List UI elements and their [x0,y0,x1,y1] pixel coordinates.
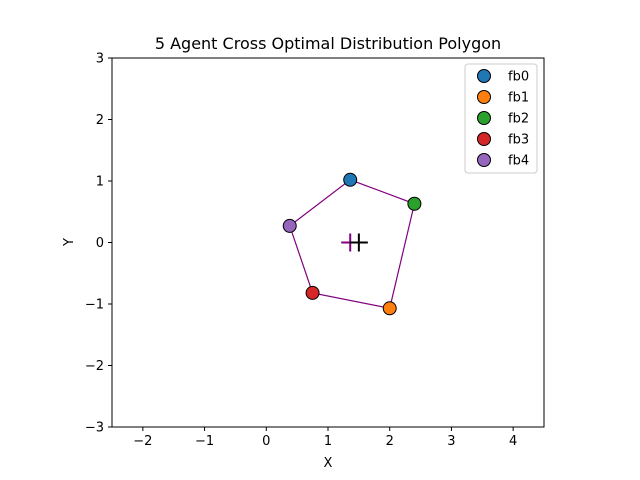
legend-marker-fb1 [477,90,491,104]
agent-point-fb1 [382,301,397,316]
x-tick-label: 4 [509,434,517,449]
x-tick-label: 1 [324,434,332,449]
agent-point-fb0 [343,172,358,187]
chart-title: 5 Agent Cross Optimal Distribution Polyg… [155,34,501,53]
distribution-polygon [289,179,416,310]
y-tick-label: −1 [85,298,104,313]
y-tick-label: 3 [96,52,104,67]
legend-marker-fb2 [477,111,491,125]
legend: fb0 fb1 fb2 fb3 fb4 [464,63,538,174]
x-axis-label: X [324,456,333,471]
plot-area [282,172,422,316]
y-axis-ticks: −3 −2 −1 0 1 2 3 [85,52,112,436]
legend-label-fb3: fb3 [508,133,529,148]
legend-label-fb1: fb1 [508,91,529,106]
agent-point-fb3 [305,285,320,300]
y-tick-label: 0 [96,236,104,251]
x-axis-ticks: −2 −1 0 1 2 3 4 [133,427,517,449]
x-tick-label: 2 [386,434,394,449]
y-tick-label: −2 [85,359,104,374]
x-tick-label: 0 [262,434,270,449]
legend-marker-fb3 [477,132,491,146]
y-axis-label: Y [62,238,77,247]
x-tick-label: −2 [133,434,152,449]
legend-label-fb0: fb0 [508,70,529,85]
y-tick-label: 1 [96,175,104,190]
agent-point-fb2 [407,196,422,211]
target-plus-marker [349,233,368,252]
legend-label-fb4: fb4 [508,154,529,169]
legend-marker-fb4 [477,153,491,167]
y-tick-label: 2 [96,113,104,128]
x-tick-label: 3 [447,434,455,449]
y-tick-label: −3 [85,421,104,436]
x-tick-label: −1 [195,434,214,449]
agent-point-fb4 [282,218,297,233]
legend-marker-fb0 [477,69,491,83]
legend-label-fb2: fb2 [508,112,529,127]
